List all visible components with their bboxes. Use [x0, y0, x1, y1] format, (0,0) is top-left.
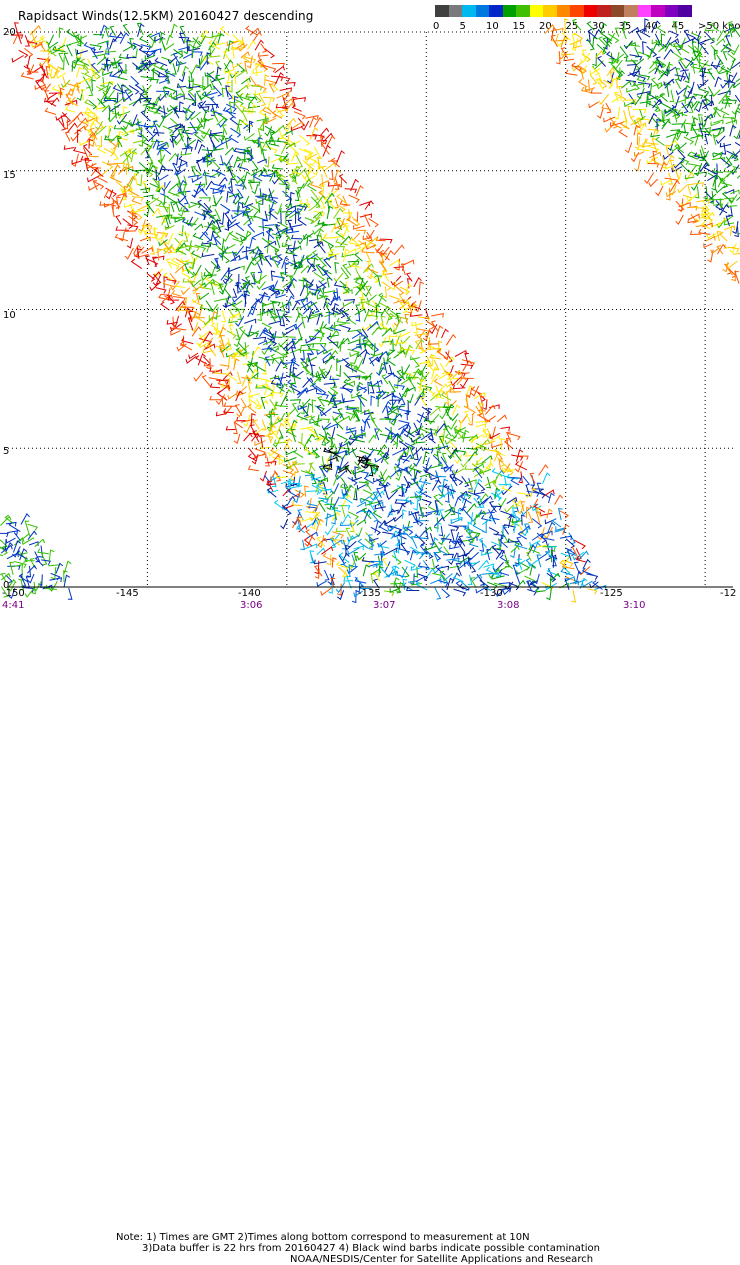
colorbar-swatch	[516, 5, 530, 17]
colorbar-label: 35	[618, 21, 632, 32]
lon-label-140: -140	[238, 588, 261, 599]
colorbar-swatch	[448, 5, 463, 17]
colorbar-label: 20	[539, 21, 552, 32]
lon-label-145: -145	[116, 588, 139, 599]
note-line-2: 3)Data buffer is 22 hrs from 20160427 4)…	[142, 1243, 600, 1254]
colorbar-swatch	[529, 5, 544, 17]
colorbar-swatch	[678, 5, 692, 17]
lon-label-150: -150	[2, 588, 25, 599]
colorbar-swatch	[624, 5, 638, 17]
colorbar-label: 15	[512, 21, 526, 32]
colorbar-swatch	[664, 5, 679, 17]
colorbar-label: 40	[645, 21, 658, 32]
map-title: Rapidsact Winds(12.5KM) 20160427 descend…	[18, 9, 314, 23]
colorbar-label: 10	[486, 21, 499, 32]
colorbar-swatch	[610, 5, 625, 17]
wind-barbs-contaminated	[322, 447, 380, 477]
time-label-306: 3:06	[240, 600, 263, 611]
lat-label-15: 15	[3, 170, 16, 181]
colorbar-swatch	[637, 5, 652, 17]
colorbar-swatch	[597, 5, 611, 17]
colorbar-swatch	[502, 5, 517, 17]
colorbar-swatch	[543, 5, 557, 17]
colorbar-label: >50 knots	[698, 21, 740, 32]
wind-barbs-sw-fragment	[0, 513, 73, 600]
colorbar-swatch	[475, 5, 490, 17]
note-line-1: Note: 1) Times are GMT 2)Times along bot…	[116, 1232, 530, 1243]
time-label-308: 3:08	[497, 600, 520, 611]
colorbar-swatch	[462, 5, 476, 17]
note-line-3: NOAA/NESDIS/Center for Satellite Applica…	[290, 1254, 594, 1265]
lat-label-20: 20	[3, 27, 16, 38]
lat-label-10: 10	[3, 310, 16, 321]
colorbar-swatch	[651, 5, 665, 17]
colorbar-swatch	[570, 5, 584, 17]
wind-map	[0, 18, 740, 604]
colorbar-label: 30	[592, 21, 605, 32]
colorbar-swatch	[583, 5, 598, 17]
colorbar-label: 5	[459, 21, 466, 32]
time-label-441: 4:41	[2, 600, 25, 611]
wind-barbs-ne-swath	[544, 18, 740, 284]
colorbar-swatch	[556, 5, 571, 17]
lon-label-130: -130	[480, 588, 503, 599]
colorbar-label: 0	[433, 21, 440, 32]
time-label-307: 3:07	[373, 600, 396, 611]
time-label-310: 3:10	[623, 600, 646, 611]
colorbar-label: 25	[565, 21, 579, 32]
colorbar-swatch	[489, 5, 503, 17]
lon-label-125: -125	[600, 588, 623, 599]
colorbar-swatch	[435, 5, 449, 17]
lat-label-5: 5	[3, 446, 10, 457]
lat-label-0: 0	[3, 580, 10, 591]
wind-barbs-main-swath	[10, 22, 607, 604]
lon-label-12: -12	[720, 588, 737, 599]
colorbar-label: 45	[671, 21, 685, 32]
lon-label-135: -135	[358, 588, 381, 599]
